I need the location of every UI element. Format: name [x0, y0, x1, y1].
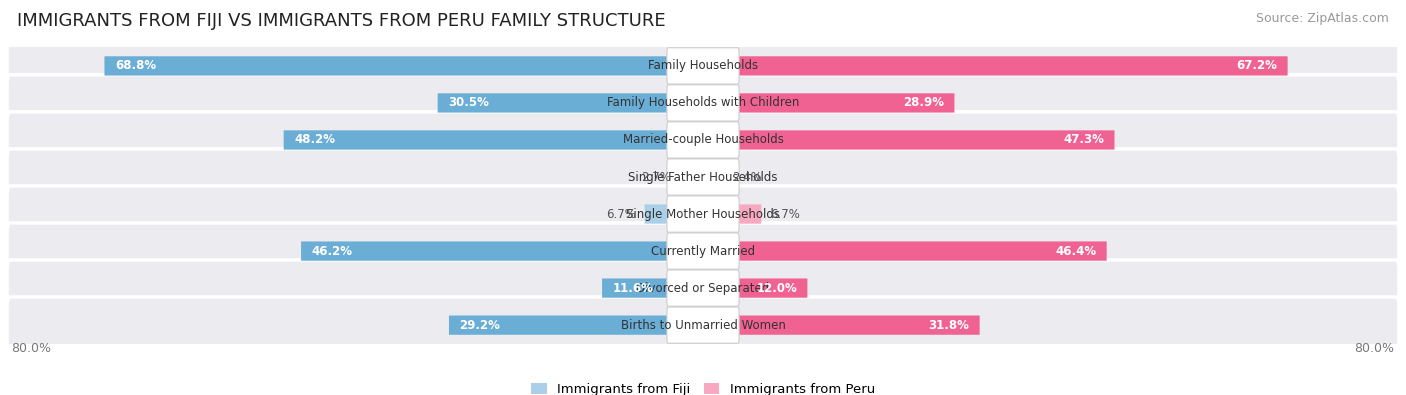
- FancyBboxPatch shape: [301, 241, 703, 261]
- Text: Divorced or Separated: Divorced or Separated: [637, 282, 769, 295]
- FancyBboxPatch shape: [703, 278, 807, 298]
- FancyBboxPatch shape: [666, 48, 740, 84]
- FancyBboxPatch shape: [703, 316, 980, 335]
- Text: Single Father Households: Single Father Households: [628, 171, 778, 184]
- Text: 67.2%: 67.2%: [1236, 59, 1277, 72]
- Text: 80.0%: 80.0%: [1354, 342, 1395, 355]
- FancyBboxPatch shape: [666, 159, 740, 195]
- Text: Family Households: Family Households: [648, 59, 758, 72]
- FancyBboxPatch shape: [7, 186, 1399, 242]
- FancyBboxPatch shape: [645, 205, 703, 224]
- FancyBboxPatch shape: [449, 316, 703, 335]
- Text: 2.4%: 2.4%: [733, 171, 762, 184]
- FancyBboxPatch shape: [7, 112, 1399, 168]
- Text: 12.0%: 12.0%: [756, 282, 797, 295]
- Text: 46.2%: 46.2%: [312, 245, 353, 258]
- Text: Births to Unmarried Women: Births to Unmarried Women: [620, 319, 786, 332]
- Text: IMMIGRANTS FROM FIJI VS IMMIGRANTS FROM PERU FAMILY STRUCTURE: IMMIGRANTS FROM FIJI VS IMMIGRANTS FROM …: [17, 12, 665, 30]
- FancyBboxPatch shape: [666, 270, 740, 306]
- FancyBboxPatch shape: [679, 167, 703, 186]
- FancyBboxPatch shape: [104, 56, 703, 75]
- Text: 46.4%: 46.4%: [1054, 245, 1097, 258]
- FancyBboxPatch shape: [7, 223, 1399, 279]
- FancyBboxPatch shape: [666, 307, 740, 343]
- FancyBboxPatch shape: [703, 205, 761, 224]
- FancyBboxPatch shape: [703, 130, 1115, 150]
- FancyBboxPatch shape: [666, 85, 740, 121]
- FancyBboxPatch shape: [703, 167, 724, 186]
- FancyBboxPatch shape: [703, 93, 955, 113]
- FancyBboxPatch shape: [7, 75, 1399, 131]
- Text: 68.8%: 68.8%: [115, 59, 156, 72]
- Text: 31.8%: 31.8%: [928, 319, 969, 332]
- FancyBboxPatch shape: [666, 122, 740, 158]
- Text: Single Mother Households: Single Mother Households: [626, 207, 780, 220]
- Text: Married-couple Households: Married-couple Households: [623, 134, 783, 147]
- Text: Currently Married: Currently Married: [651, 245, 755, 258]
- Text: 80.0%: 80.0%: [11, 342, 52, 355]
- Text: 6.7%: 6.7%: [770, 207, 800, 220]
- FancyBboxPatch shape: [7, 260, 1399, 316]
- Text: 6.7%: 6.7%: [606, 207, 636, 220]
- Text: Source: ZipAtlas.com: Source: ZipAtlas.com: [1256, 12, 1389, 25]
- FancyBboxPatch shape: [437, 93, 703, 113]
- FancyBboxPatch shape: [602, 278, 703, 298]
- Text: 2.7%: 2.7%: [641, 171, 671, 184]
- Text: Family Households with Children: Family Households with Children: [607, 96, 799, 109]
- FancyBboxPatch shape: [666, 196, 740, 232]
- Text: 30.5%: 30.5%: [449, 96, 489, 109]
- FancyBboxPatch shape: [703, 241, 1107, 261]
- FancyBboxPatch shape: [703, 56, 1288, 75]
- FancyBboxPatch shape: [666, 233, 740, 269]
- Text: 48.2%: 48.2%: [294, 134, 335, 147]
- FancyBboxPatch shape: [7, 38, 1399, 94]
- Legend: Immigrants from Fiji, Immigrants from Peru: Immigrants from Fiji, Immigrants from Pe…: [524, 376, 882, 395]
- FancyBboxPatch shape: [7, 297, 1399, 353]
- Text: 11.6%: 11.6%: [613, 282, 654, 295]
- FancyBboxPatch shape: [7, 149, 1399, 205]
- Text: 47.3%: 47.3%: [1063, 134, 1104, 147]
- Text: 29.2%: 29.2%: [460, 319, 501, 332]
- Text: 28.9%: 28.9%: [903, 96, 943, 109]
- FancyBboxPatch shape: [284, 130, 703, 150]
